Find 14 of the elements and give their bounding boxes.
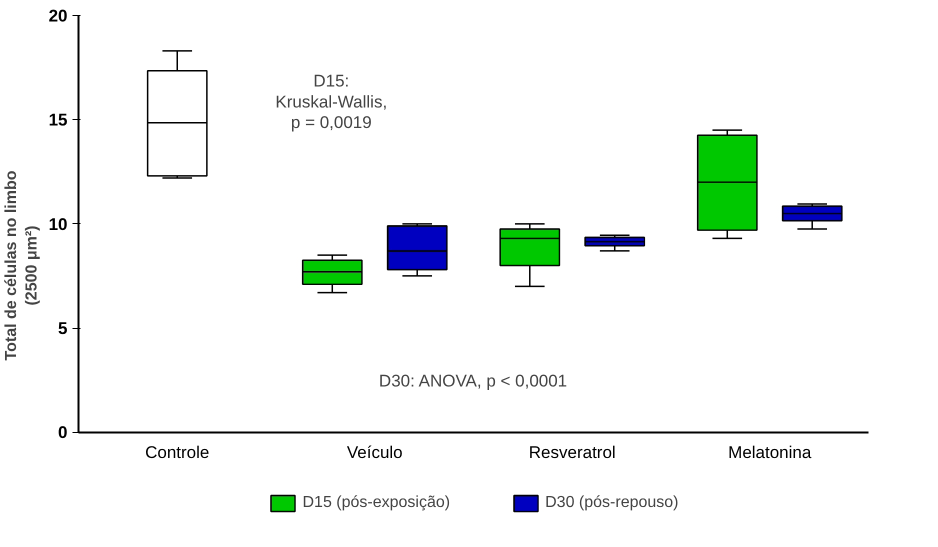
y-axis-title: Total de células no limbo (2500 μm²): [3, 170, 41, 360]
legend-label: D30 (pós-repouso): [545, 494, 679, 512]
y-tick-label: 20: [48, 6, 68, 26]
annotation: D30: ANOVA, p < 0,0001: [378, 372, 568, 390]
annotation: D15: Kruskal-Wallis, p = 0,0019: [275, 72, 388, 132]
x-tick-label: Resveratrol: [528, 443, 616, 462]
y-tick-label: 15: [48, 110, 68, 130]
x-tick-label: Veículo: [346, 443, 403, 462]
y-tick-label: 10: [48, 214, 68, 234]
x-tick-label: Controle: [145, 443, 210, 462]
y-tick-label: 0: [58, 423, 68, 442]
y-tick-label: 5: [58, 319, 68, 338]
x-tick-label: Melatonina: [728, 443, 812, 462]
legend-label: D15 (pós-exposição): [302, 494, 450, 512]
